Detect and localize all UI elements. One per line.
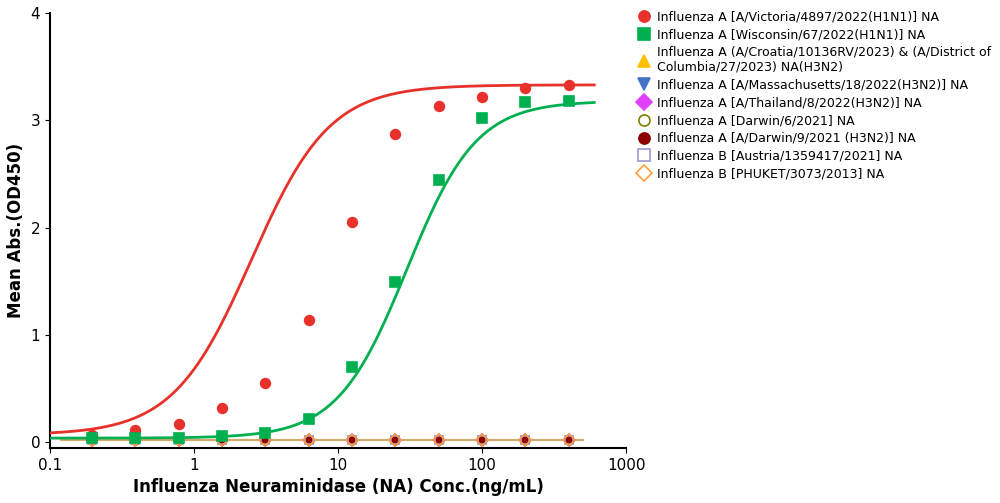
- Y-axis label: Mean Abs.(OD450): Mean Abs.(OD450): [7, 143, 25, 318]
- Legend: Influenza A [A/Victoria/4897/2022(H1N1)] NA, Influenza A [Wisconsin/67/2022(H1N1: Influenza A [A/Victoria/4897/2022(H1N1)]…: [638, 11, 991, 181]
- X-axis label: Influenza Neuraminidase (NA) Conc.(ng/mL): Influenza Neuraminidase (NA) Conc.(ng/mL…: [133, 478, 544, 496]
